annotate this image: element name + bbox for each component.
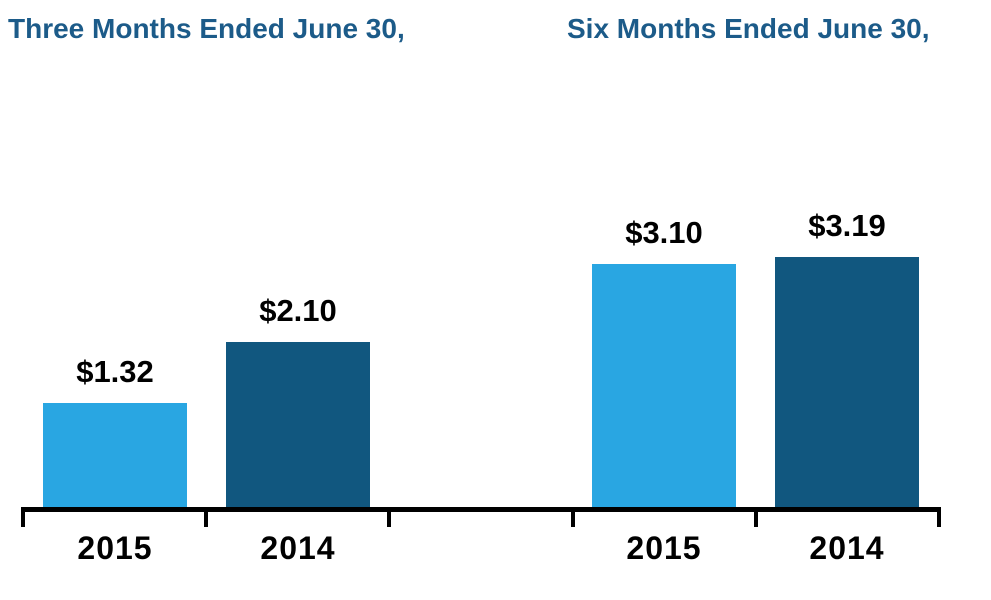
x-axis-tick: [204, 507, 208, 527]
bar-2014-group2: [775, 257, 919, 507]
bar-2015-group1: [43, 403, 187, 507]
category-label: 2014: [260, 530, 336, 566]
bar-2014-group1: [226, 342, 370, 507]
category-label: 2015: [626, 530, 702, 566]
value-label: $1.32: [76, 354, 154, 389]
x-axis-tick: [387, 507, 391, 527]
value-label: $2.10: [259, 293, 337, 328]
x-axis-tick: [754, 507, 758, 527]
category-label: 2014: [809, 530, 885, 566]
value-label: $3.10: [625, 215, 703, 250]
x-axis-tick: [571, 507, 575, 527]
category-label: 2015: [77, 530, 153, 566]
bar-2015-group2: [592, 264, 736, 507]
group-header-six-months: Six Months Ended June 30,: [567, 13, 930, 44]
x-axis-tick: [937, 507, 941, 527]
x-axis-tick: [21, 507, 25, 527]
group-header-three-months: Three Months Ended June 30,: [8, 13, 405, 44]
x-axis-line: [23, 507, 939, 512]
value-label: $3.19: [808, 208, 886, 243]
